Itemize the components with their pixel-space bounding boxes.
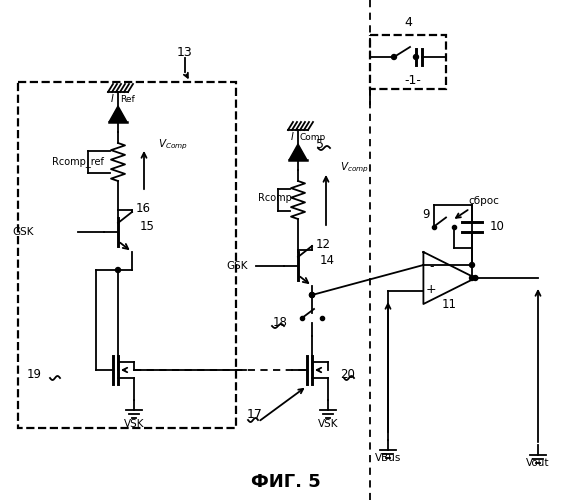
Circle shape xyxy=(473,276,478,280)
Circle shape xyxy=(116,268,121,272)
Text: 16: 16 xyxy=(136,202,151,214)
Circle shape xyxy=(309,292,315,298)
Text: 14: 14 xyxy=(320,254,335,268)
Circle shape xyxy=(470,276,475,280)
Text: GSK: GSK xyxy=(227,261,248,271)
Text: 13: 13 xyxy=(177,46,193,59)
Text: Rcomp_ref: Rcomp_ref xyxy=(52,156,104,168)
Text: 19: 19 xyxy=(27,368,42,380)
Text: 15: 15 xyxy=(140,220,155,234)
Text: 11: 11 xyxy=(442,298,456,312)
Circle shape xyxy=(391,54,396,60)
Polygon shape xyxy=(109,106,127,122)
Text: VSK: VSK xyxy=(124,419,144,429)
Text: VSK: VSK xyxy=(318,419,338,429)
Text: 10: 10 xyxy=(490,220,505,233)
Text: $V_{Comp}$: $V_{Comp}$ xyxy=(158,138,188,152)
Text: +: + xyxy=(426,283,436,296)
Text: -: - xyxy=(429,260,434,273)
Text: 5: 5 xyxy=(316,138,324,150)
Text: Comp: Comp xyxy=(300,132,326,141)
Text: 4: 4 xyxy=(404,16,412,30)
Text: $V_{comp}$: $V_{comp}$ xyxy=(340,161,369,175)
Text: I: I xyxy=(111,94,114,104)
Text: Ref: Ref xyxy=(120,94,135,104)
Text: ФИГ. 5: ФИГ. 5 xyxy=(251,473,321,491)
Text: 18: 18 xyxy=(273,316,288,328)
Text: VBus: VBus xyxy=(375,453,401,463)
Text: 20: 20 xyxy=(340,368,355,380)
Text: I: I xyxy=(291,132,294,142)
Text: GSK: GSK xyxy=(13,227,34,237)
Text: 9: 9 xyxy=(423,208,430,221)
Text: -1-: -1- xyxy=(404,74,422,86)
Circle shape xyxy=(414,54,419,60)
Circle shape xyxy=(470,262,475,268)
Circle shape xyxy=(309,292,315,298)
Text: 17: 17 xyxy=(247,408,263,422)
Polygon shape xyxy=(289,144,307,160)
Text: 12: 12 xyxy=(316,238,331,250)
Text: Rcomp: Rcomp xyxy=(258,193,292,203)
Text: сброс: сброс xyxy=(468,196,499,206)
Text: Vout: Vout xyxy=(526,458,550,468)
